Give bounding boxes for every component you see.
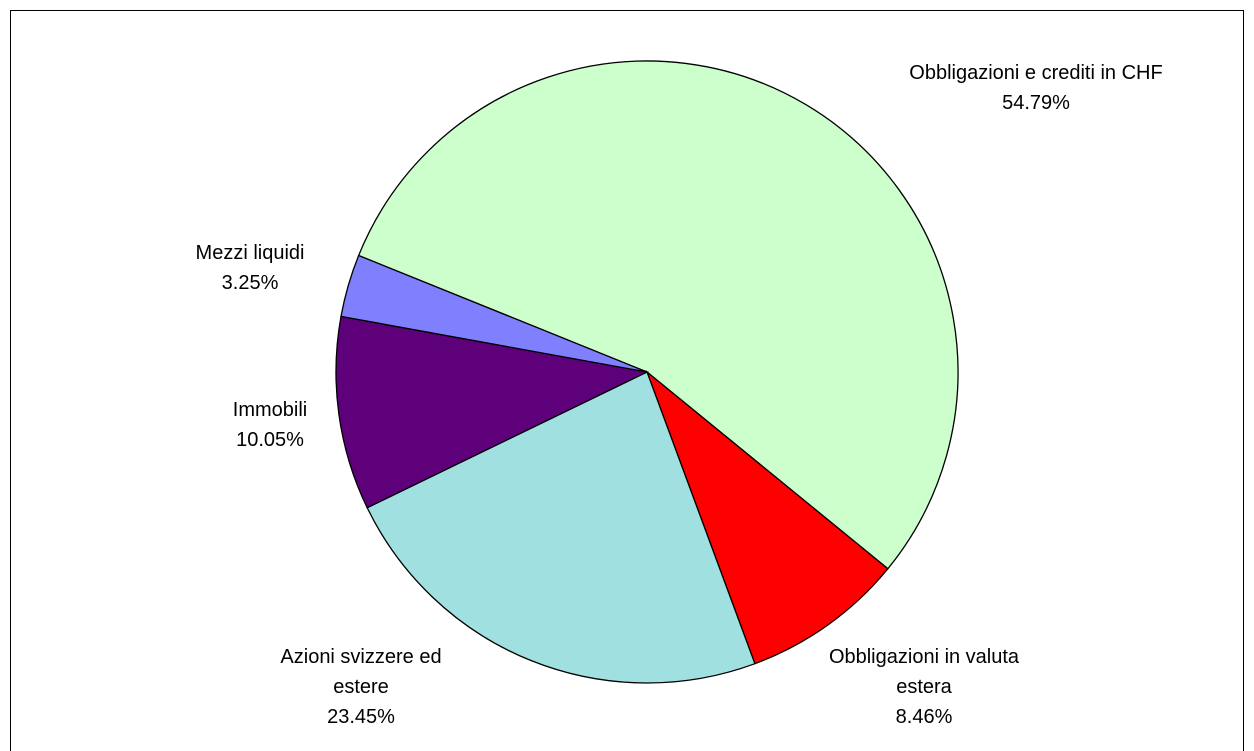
slice-label: Immobili 10.05% [210,395,330,455]
pie-slice [366,371,756,684]
value-label: 8.46% [895,706,953,728]
pie-slice [357,60,959,570]
slice-label: Obbligazioni e crediti in CHF 54.79% [891,58,1181,118]
value-label: 23.45% [327,706,395,728]
value-label: 10.05% [236,429,304,451]
value-label: 54.79% [1002,92,1070,114]
pie-slice [340,254,648,373]
slice-label: Mezzi liquidi 3.25% [170,238,330,298]
category-label: Azioni svizzere ed estere [280,646,442,698]
pie-slice [335,315,650,509]
value-label: 3.25% [221,272,279,294]
category-label: Mezzi liquidi [195,242,305,264]
pie-slice [645,369,889,665]
category-label: Obbligazioni in valuta estera [828,646,1020,698]
category-label: Immobili [232,399,308,421]
slice-label: Obbligazioni in valuta estera 8.46% [824,642,1024,732]
slice-label: Azioni svizzere ed estere 23.45% [251,642,471,732]
category-label: Obbligazioni e crediti in CHF [909,62,1163,84]
